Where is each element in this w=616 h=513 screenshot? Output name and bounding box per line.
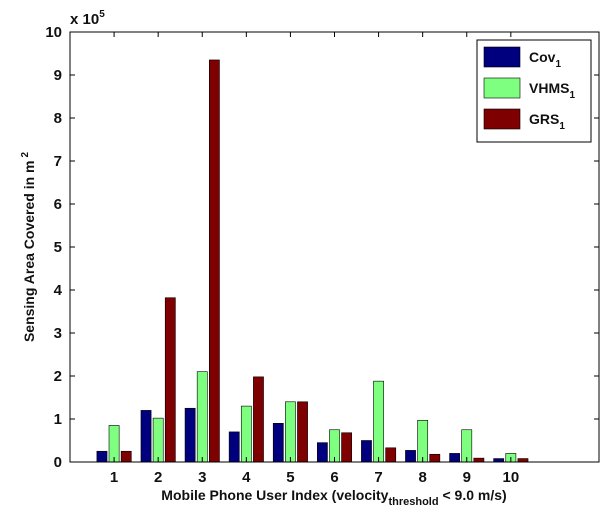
y-axis-label-main: Sensing Area Covered in m (21, 161, 37, 343)
y-tick-label: 2 (54, 368, 62, 385)
bar-vhms-7 (373, 380, 384, 463)
x-tick-label: 1 (110, 469, 118, 486)
x-tick-label: 3 (198, 469, 206, 486)
bar-grs-5 (297, 401, 308, 463)
y-axis: 0 1 2 3 4 5 6 7 8 9 10 (45, 24, 599, 471)
y-tick-label: 6 (54, 196, 62, 213)
y-tick-label: 1 (54, 411, 62, 428)
y-axis-label-sup: 2 (20, 152, 31, 158)
y-tick-label: 9 (54, 67, 62, 84)
bar-cov-1 (96, 450, 108, 463)
bar-cov-7 (361, 440, 372, 463)
x-tick-label: 8 (418, 469, 426, 486)
legend-label-cov: Cov1 (529, 49, 561, 70)
y-multiplier-exp: 5 (99, 9, 105, 20)
bar-grs-9 (473, 457, 485, 463)
legend-label-grs: GRS1 (529, 111, 565, 132)
bar-cov-2 (140, 410, 152, 463)
bar-cov-8 (405, 450, 416, 463)
legend-swatch-cov (483, 46, 521, 68)
bar-cov-10 (493, 458, 505, 463)
y-tick-label: 8 (54, 110, 62, 127)
x-tick-label: 9 (463, 469, 471, 486)
bar-vhms-4 (240, 405, 252, 463)
y-multiplier: x 105 (70, 9, 105, 28)
bar-grs-8 (429, 453, 441, 463)
x-tick-label: 10 (502, 469, 519, 486)
bar-grs-10 (517, 458, 529, 463)
x-tick-label: 6 (330, 469, 338, 486)
y-axis-label: Sensing Area Covered in m 2 (20, 152, 37, 343)
bar-grs-4 (253, 376, 264, 463)
y-tick-label: 0 (54, 454, 62, 471)
bar-grs-7 (385, 447, 397, 463)
y-multiplier-base: x 10 (70, 11, 99, 28)
x-tick-label: 2 (154, 469, 162, 486)
bar-grs-3 (209, 59, 220, 463)
bar-vhms-3 (196, 371, 208, 463)
y-tick-label: 5 (54, 239, 62, 256)
bar-cov-9 (449, 453, 460, 463)
bar-vhms-5 (285, 401, 296, 463)
x-axis-label-tail: < 9.0 m/s) (439, 487, 507, 503)
bar-cov-6 (317, 442, 328, 463)
bar-vhms-8 (417, 419, 429, 463)
x-axis-label: Mobile Phone User Index (velocitythresho… (161, 487, 506, 508)
legend-swatch-vhms (483, 77, 521, 99)
y-tick-label: 3 (54, 325, 62, 342)
x-axis: 1 2 3 4 5 6 7 8 9 10 (110, 32, 519, 486)
bar-cov-5 (272, 422, 284, 463)
y-tick-label: 4 (54, 282, 63, 299)
legend-swatch-grs (483, 108, 521, 130)
legend-label-vhms: VHMS1 (529, 80, 575, 101)
bar-vhms-1 (108, 425, 120, 463)
x-tick-label: 5 (286, 469, 294, 486)
x-axis-label-main: Mobile Phone User Index (velocity (161, 487, 388, 503)
legend: Cov1 VHMS1 GRS1 (476, 39, 592, 143)
x-tick-label: 7 (374, 469, 382, 486)
x-tick-label: 4 (242, 469, 251, 486)
bar-cov-4 (228, 431, 240, 463)
y-tick-label: 7 (54, 153, 62, 170)
bar-grs-2 (164, 297, 176, 463)
y-tick-label: 10 (45, 24, 62, 41)
bar-grs-6 (341, 432, 352, 463)
bar-cov-3 (184, 407, 196, 463)
x-axis-label-sub: threshold (388, 496, 438, 508)
bar-grs-1 (120, 450, 132, 463)
bar-vhms-2 (152, 417, 164, 463)
